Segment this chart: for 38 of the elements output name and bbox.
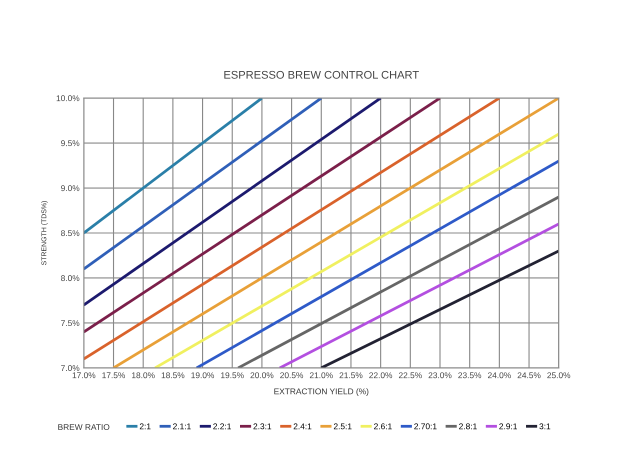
- chart-title: ESPRESSO BREW CONTROL CHART: [224, 70, 419, 79]
- y-tick-label: 10.0%: [56, 95, 80, 102]
- x-tick-label: 18.0%: [132, 372, 155, 378]
- y-tick-label: 8.5%: [61, 230, 80, 236]
- x-tick-label: 22.0%: [369, 372, 392, 378]
- x-tick-label: 18.5%: [162, 372, 184, 378]
- y-tick-label: 7.5%: [61, 320, 80, 326]
- x-axis-title: EXTRACTION YIELD (%): [274, 388, 368, 396]
- y-tick-label: 9.5%: [61, 140, 80, 146]
- legend-label: 2.2:1: [213, 423, 231, 430]
- legend-label: 2.3:1: [253, 423, 272, 430]
- y-tick-label: 8.0%: [61, 275, 80, 282]
- legend-label: 2.1:1: [173, 423, 191, 430]
- x-tick-label: 17.5%: [102, 372, 126, 378]
- x-tick-label: 22.5%: [398, 372, 422, 378]
- legend-label: 2.4:1: [294, 423, 312, 430]
- x-tick-label: 20.5%: [280, 372, 304, 378]
- legend-label: 2.70:1: [414, 423, 437, 430]
- legend-label: 2.8:1: [459, 423, 477, 430]
- x-tick-label: 20.0%: [250, 372, 274, 378]
- x-tick-label: 17.0%: [72, 372, 96, 378]
- y-tick-label: 7.0%: [61, 365, 80, 372]
- x-tick-label: 19.0%: [191, 372, 214, 378]
- legend-label: 3:1: [539, 423, 550, 430]
- x-tick-label: 24.5%: [518, 372, 541, 378]
- y-tick-label: 9.0%: [61, 185, 80, 192]
- x-tick-label: 23.5%: [458, 372, 482, 378]
- x-tick-label: 19.5%: [221, 372, 244, 378]
- legend-label: 2:1: [140, 423, 151, 430]
- x-tick-label: 21.5%: [340, 372, 362, 378]
- legend-label: 2.6:1: [374, 423, 392, 430]
- x-tick-label: 21.0%: [310, 372, 333, 378]
- x-tick-label: 24.0%: [488, 372, 511, 378]
- legend-title: BREW RATIO: [58, 424, 110, 430]
- legend-label: 2.9:1: [499, 423, 518, 430]
- legend-label: 2.5:1: [334, 423, 352, 430]
- x-tick-label: 25.0%: [547, 372, 570, 378]
- x-tick-label: 23.0%: [428, 372, 452, 378]
